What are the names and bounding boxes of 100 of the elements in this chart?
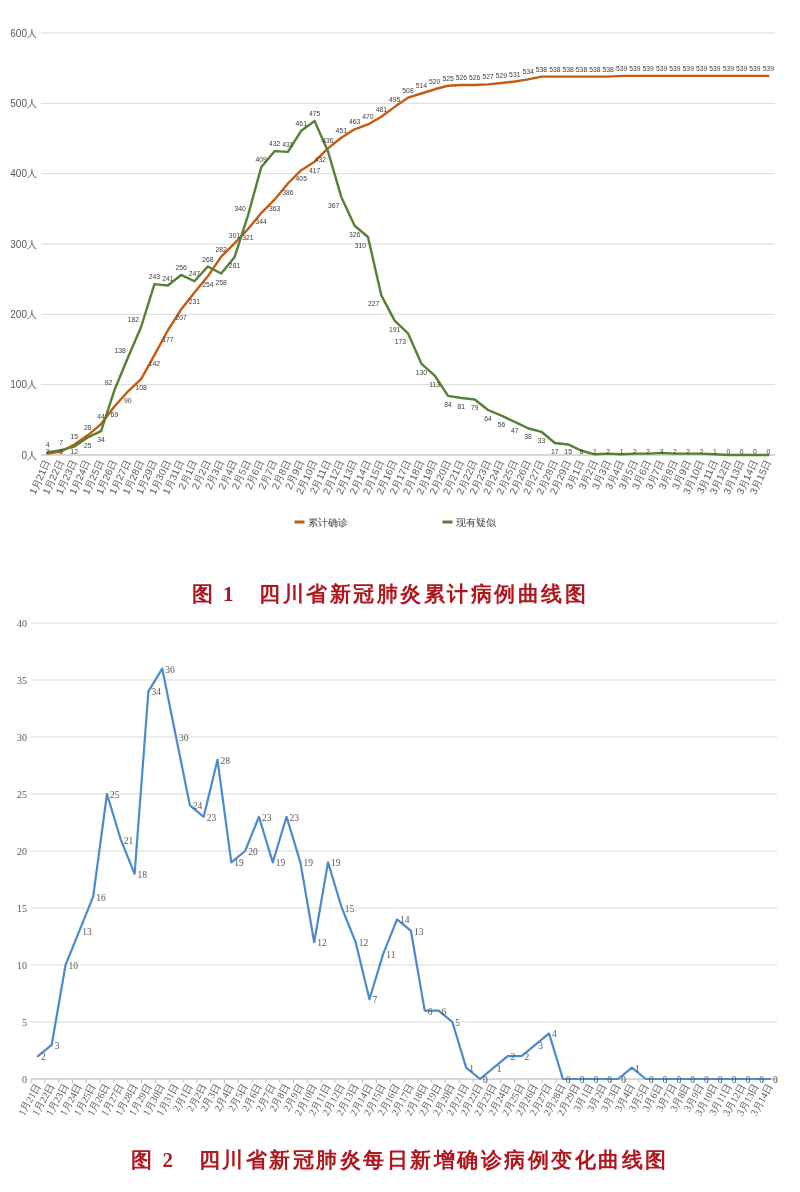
- data-label: 539: [642, 63, 654, 74]
- data-label: 2: [673, 445, 677, 456]
- data-label: 539: [695, 63, 708, 74]
- data-label: 475: [308, 108, 321, 119]
- data-label: 3: [659, 445, 664, 456]
- data-label: 508: [402, 85, 414, 95]
- data-label: 44: [97, 411, 105, 422]
- data-label: 405: [295, 173, 307, 184]
- data-label: 0: [766, 445, 771, 456]
- data-label: 281: [228, 260, 241, 271]
- data-label: 138: [114, 345, 126, 356]
- data-label: 3: [54, 1040, 60, 1051]
- data-label: 0: [773, 1075, 779, 1085]
- y-tick-label: 600人: [10, 27, 37, 39]
- data-label: 531: [509, 68, 521, 79]
- data-label: 326: [348, 229, 361, 239]
- data-label: 2: [632, 445, 637, 456]
- data-label: 6: [427, 1006, 433, 1017]
- legend-label: 现有疑似: [455, 516, 496, 528]
- data-label: 5: [59, 445, 63, 456]
- data-label: 79: [470, 402, 479, 413]
- data-label: 432: [268, 138, 281, 149]
- data-label: 539: [709, 63, 721, 74]
- data-label: 90: [123, 395, 132, 405]
- data-label: 1: [634, 1063, 640, 1074]
- data-label: 0: [739, 445, 744, 456]
- data-label: 310: [354, 240, 366, 251]
- data-label: 247: [188, 268, 201, 279]
- data-label: 28: [220, 755, 231, 766]
- data-label: 301: [228, 230, 241, 241]
- data-label: 539: [615, 63, 628, 74]
- data-label: 13: [82, 926, 93, 937]
- data-label: 177: [162, 333, 174, 344]
- data-label: 20: [248, 847, 258, 857]
- data-label: 92: [104, 377, 113, 388]
- y-tick-label: 20: [17, 845, 27, 857]
- data-label: 19: [275, 858, 286, 869]
- data-label: 0: [759, 1075, 765, 1085]
- data-label: 56: [497, 419, 506, 429]
- data-label: 526: [455, 72, 468, 83]
- data-label: 0: [579, 1075, 585, 1085]
- data-label: 0: [704, 1075, 710, 1085]
- text: 图 2 四川省新冠肺炎每日新增确诊病例变化曲线图: [131, 1148, 669, 1172]
- data-label: 130: [415, 367, 428, 377]
- y-tick-label: 0人: [21, 449, 37, 461]
- data-label: 1: [619, 445, 624, 456]
- data-label: 0: [662, 1075, 668, 1085]
- data-label: 1: [713, 445, 717, 456]
- data-label: 4: [45, 439, 50, 450]
- y-tick-label: 300人: [10, 238, 37, 250]
- data-label: 191: [388, 324, 401, 334]
- legend-label: 累计确诊: [307, 516, 348, 528]
- data-label: 69: [110, 409, 119, 420]
- data-label: 538: [562, 64, 574, 74]
- data-label: 282: [215, 244, 227, 254]
- y-tick-label: 200人: [10, 308, 37, 320]
- data-label: 28: [83, 422, 92, 433]
- data-label: 38: [524, 431, 532, 442]
- data-label: 5: [455, 1018, 461, 1028]
- data-label: 12: [70, 445, 79, 456]
- data-label: 19: [303, 858, 314, 869]
- data-label: 0: [690, 1075, 696, 1085]
- data-label: 539: [669, 63, 681, 74]
- data-label: 534: [522, 66, 534, 77]
- data-label: 16: [96, 892, 106, 903]
- data-label: 461: [295, 118, 307, 128]
- data-label: 2: [524, 1052, 530, 1063]
- data-label: 527: [482, 71, 494, 82]
- data-label: 539: [749, 63, 761, 74]
- data-label: 367: [327, 200, 340, 211]
- data-label: 15: [70, 431, 79, 442]
- data-label: 538: [575, 64, 588, 74]
- data-label: 34: [151, 687, 162, 698]
- data-label: 182: [127, 314, 140, 325]
- data-label: 4: [552, 1029, 558, 1040]
- data-label: 14: [400, 915, 410, 926]
- data-label: 321: [242, 232, 254, 243]
- data-label: 256: [175, 262, 187, 273]
- data-label: 258: [215, 277, 227, 287]
- data-label: 539: [655, 63, 668, 74]
- data-label: 0: [482, 1075, 488, 1085]
- y-tick-label: 400人: [10, 168, 37, 180]
- data-label: 0: [753, 445, 757, 456]
- data-label: 340: [234, 203, 246, 214]
- data-label: 525: [442, 73, 454, 83]
- data-label: 2: [510, 1052, 516, 1063]
- y-tick-label: 10: [17, 959, 27, 971]
- data-label: 495: [388, 94, 401, 105]
- data-label: 0: [745, 1075, 751, 1085]
- data-label: 243: [148, 271, 161, 282]
- data-label: 2: [606, 445, 611, 456]
- data-label: 0: [676, 1075, 682, 1085]
- data-label: 539: [722, 63, 734, 74]
- data-label: 24: [192, 801, 203, 812]
- data-label: 15: [564, 445, 572, 456]
- data-label: 344: [255, 216, 267, 227]
- data-label: 363: [268, 203, 281, 213]
- data-label: 23: [206, 812, 217, 823]
- data-label: 0: [593, 1075, 599, 1085]
- data-label: 514: [415, 80, 428, 91]
